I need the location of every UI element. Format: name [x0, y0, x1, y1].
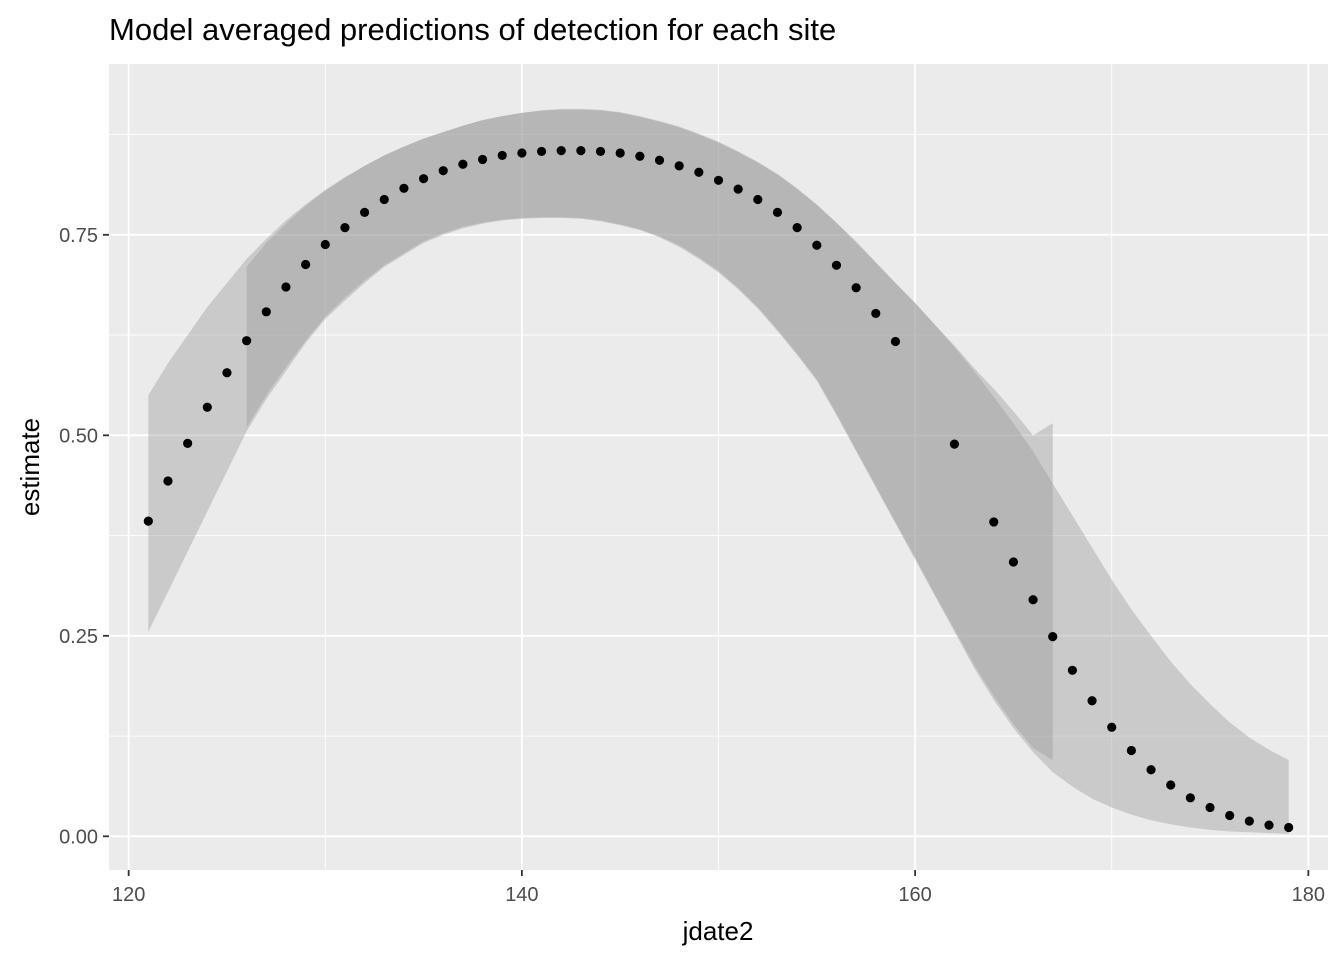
data-point [1067, 665, 1078, 675]
data-point [871, 308, 881, 319]
confidence-ribbon-1 [148, 109, 1289, 834]
data-point [1146, 765, 1156, 775]
data-point [458, 159, 468, 169]
data-point [576, 146, 586, 156]
x-axis-title: jdate2 [682, 916, 754, 946]
data-point [949, 439, 960, 449]
y-axis-title: estimate [15, 418, 45, 516]
data-point [792, 223, 802, 233]
prediction-points [143, 146, 1294, 833]
data-point [1264, 820, 1274, 830]
data-point [418, 174, 429, 184]
data-point [753, 194, 763, 205]
data-point [733, 184, 743, 194]
data-point [1048, 632, 1058, 642]
minor-gridlines [109, 64, 1328, 870]
data-point [143, 516, 153, 526]
data-point [635, 151, 645, 161]
data-point [851, 283, 861, 293]
data-point [517, 148, 527, 158]
y-tick-label: 0.25 [59, 626, 98, 648]
data-point [654, 155, 665, 165]
data-point [261, 307, 271, 317]
data-point [222, 368, 232, 378]
data-point [399, 183, 409, 193]
data-point [477, 154, 488, 165]
data-point [812, 240, 822, 250]
data-point [1185, 793, 1195, 803]
data-point [163, 476, 173, 486]
data-point [497, 150, 507, 161]
data-point [242, 336, 252, 346]
x-tick-label: 160 [898, 884, 931, 906]
data-point [1284, 822, 1294, 833]
data-point [1028, 595, 1038, 605]
chart-title: Model averaged predictions of detection … [109, 12, 836, 47]
data-point [615, 148, 625, 158]
data-point [694, 167, 704, 177]
data-point [536, 146, 547, 157]
data-point [1205, 802, 1215, 813]
data-point [1244, 816, 1254, 826]
data-point [183, 438, 193, 448]
data-point [674, 161, 684, 171]
data-point [556, 146, 566, 156]
data-point [379, 194, 389, 205]
data-point [772, 207, 783, 217]
y-axis: 0.00 0.25 0.50 0.75 [59, 225, 109, 848]
data-point [1126, 745, 1136, 756]
x-tick-label: 180 [1292, 884, 1325, 906]
data-point [438, 166, 448, 176]
data-point [890, 336, 901, 347]
data-point [713, 175, 724, 185]
x-axis: 120 140 160 180 [112, 870, 1325, 906]
data-point [595, 146, 606, 157]
data-point [1107, 722, 1117, 732]
data-point [359, 207, 370, 217]
data-point [831, 260, 842, 270]
data-point [281, 282, 291, 292]
x-tick-label: 140 [505, 884, 538, 906]
data-point [340, 223, 350, 233]
confidence-ribbon-2 [246, 108, 1053, 761]
data-point [301, 259, 311, 270]
data-point [202, 402, 212, 412]
y-tick-label: 0.00 [59, 826, 98, 848]
data-point [1225, 810, 1235, 821]
data-point [1166, 780, 1176, 790]
y-tick-label: 0.75 [59, 225, 98, 247]
data-point [1008, 557, 1019, 567]
confidence-ribbons [148, 108, 1289, 834]
x-tick-label: 120 [112, 884, 145, 906]
data-point [1087, 696, 1097, 706]
data-point [320, 239, 330, 250]
data-point [989, 517, 999, 527]
major-gridlines [109, 64, 1328, 870]
y-tick-label: 0.50 [59, 425, 98, 447]
